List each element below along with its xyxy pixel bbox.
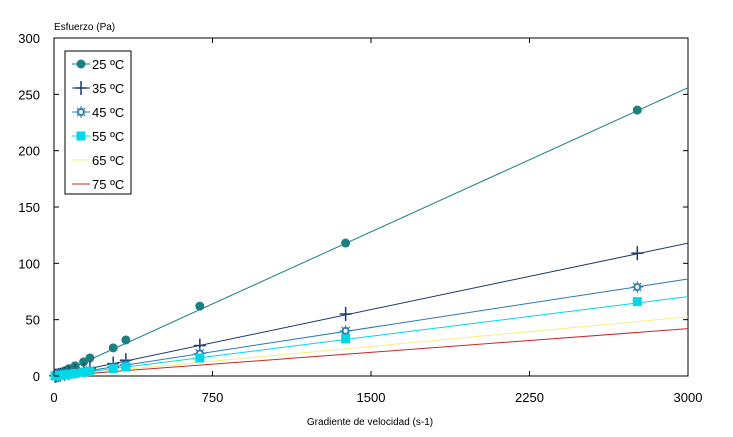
data-point	[79, 367, 89, 377]
data-point	[70, 368, 80, 378]
x-tick-label: 1500	[357, 390, 386, 405]
data-point	[339, 307, 352, 322]
data-point	[631, 246, 644, 261]
x-tick-label: 0	[50, 390, 57, 405]
data-point	[108, 343, 118, 353]
series-line	[53, 328, 689, 377]
legend-label: 55 ºC	[92, 129, 124, 144]
data-point	[195, 301, 205, 311]
series-line	[53, 296, 689, 377]
legend-marker	[75, 106, 87, 118]
data-point	[85, 353, 95, 363]
legend: 25 ºC 35 ºC 45 ºC 55 ºC 65 ºC 75 ºC	[64, 50, 132, 195]
y-tick-label: 150	[18, 200, 40, 215]
data-point	[121, 335, 131, 345]
data-point	[85, 366, 95, 376]
data-point	[121, 362, 131, 372]
series-lines	[53, 87, 689, 377]
plot-area	[53, 37, 689, 377]
x-tick-label: 3000	[674, 390, 703, 405]
data-point	[339, 324, 352, 337]
data-point	[632, 105, 642, 115]
y-tick-label: 50	[26, 313, 40, 328]
data-point	[64, 369, 74, 379]
legend-label: 65 ºC	[92, 153, 124, 168]
x-tick-label: 750	[202, 390, 224, 405]
legend-label: 35 ºC	[92, 81, 124, 96]
y-tick-label: 100	[18, 256, 40, 271]
y-axis-ticks: 0 50 100 150 200 250 300	[18, 31, 688, 384]
data-point	[195, 353, 205, 363]
series-line	[53, 242, 689, 377]
series-line	[53, 278, 689, 377]
data-point	[341, 334, 351, 344]
data-point	[631, 280, 644, 293]
series-line	[53, 316, 689, 377]
series-line	[53, 87, 689, 377]
data-point	[632, 297, 642, 307]
legend-marker	[75, 81, 87, 95]
x-axis-title: Gradiente de velocidad (s-1)	[307, 417, 433, 428]
data-point	[341, 238, 351, 248]
y-tick-label: 250	[18, 87, 40, 102]
legend-box	[64, 50, 132, 195]
x-tick-label: 2250	[515, 390, 544, 405]
legend-label: 25 ºC	[92, 57, 124, 72]
y-axis-title: Esfuerzo (Pa)	[54, 22, 115, 33]
legend-label: 75 ºC	[92, 177, 124, 192]
legend-label: 45 ºC	[92, 105, 124, 120]
x-axis-ticks: 0 750 1500 2250 3000	[50, 38, 702, 405]
data-point	[108, 364, 118, 374]
legend-marker	[76, 131, 86, 141]
y-tick-label: 200	[18, 144, 40, 159]
y-tick-label: 300	[18, 31, 40, 46]
legend-marker	[76, 59, 86, 69]
y-tick-label: 0	[33, 369, 40, 384]
